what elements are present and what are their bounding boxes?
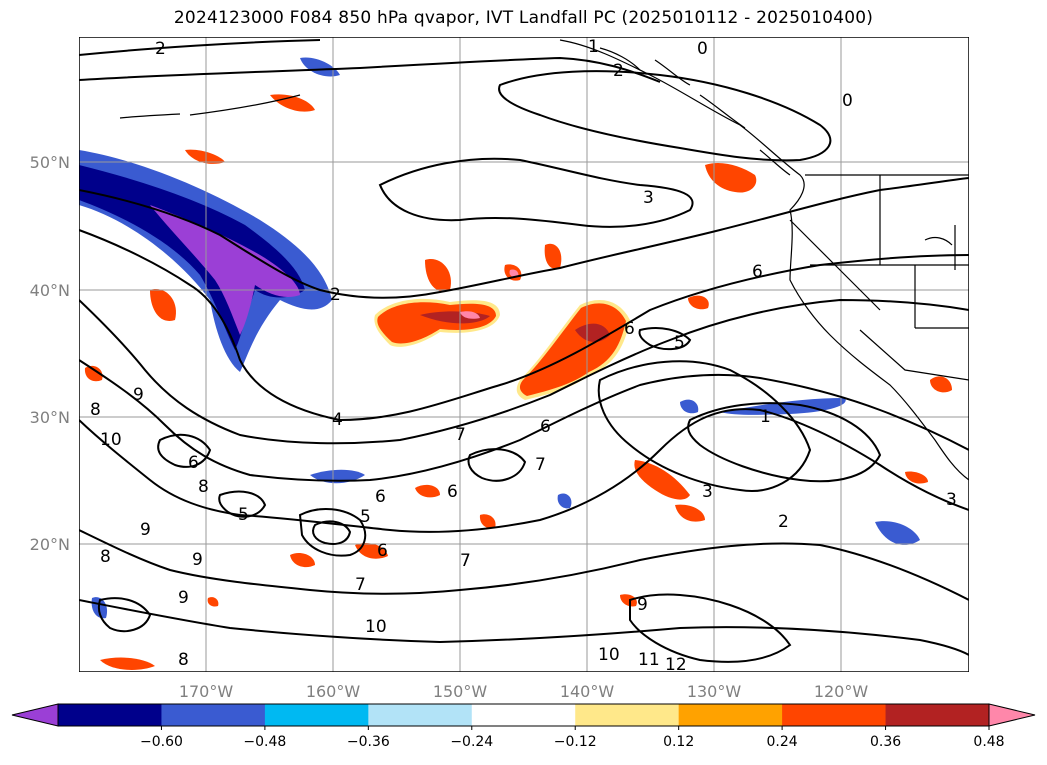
- colorbar-segment: [885, 704, 990, 726]
- map-title: 2024123000 F084 850 hPa qvapor, IVT Land…: [173, 8, 874, 28]
- longitude-labels: 170°W 160°W 150°W 140°W 130°W 120°W: [179, 682, 869, 701]
- contour-label: 9: [140, 520, 151, 540]
- contour-label: 1: [760, 407, 771, 427]
- colorbar-segment: [161, 704, 266, 726]
- colorbar-segment: [782, 704, 887, 726]
- colorbar-segment: [678, 704, 783, 726]
- contour-label: 6: [447, 482, 458, 502]
- contour-label: 9: [637, 595, 648, 615]
- graticule: [79, 37, 969, 672]
- contour-label: 6: [540, 417, 551, 437]
- contour-label: 9: [133, 385, 144, 405]
- contour-label: 9: [192, 550, 203, 570]
- lon-label-130w: 130°W: [687, 682, 742, 701]
- colorbar-segment: [58, 704, 162, 726]
- contour-label: 4: [332, 410, 343, 430]
- lat-label-40n: 40°N: [30, 281, 70, 300]
- contour-label: 11: [638, 650, 660, 670]
- colorbar-extend-high: [988, 703, 1036, 727]
- lat-label-50n: 50°N: [30, 153, 70, 172]
- lon-label-140w: 140°W: [560, 682, 615, 701]
- lon-label-150w: 150°W: [433, 682, 488, 701]
- contour-label: 0: [697, 39, 708, 59]
- contour-label: 2: [330, 285, 341, 305]
- contour-label: 6: [375, 487, 386, 507]
- contour-label: 7: [355, 575, 366, 595]
- colorbar-tick-label: −0.24: [450, 734, 493, 750]
- colorbar: −0.60 −0.48 −0.36 −0.24 −0.12 0.12 0.24 0.36 0.4…: [11, 703, 1036, 750]
- contour-label: 6: [377, 541, 388, 561]
- contour-label: 1: [588, 37, 599, 57]
- colorbar-tick-label: 0.36: [870, 734, 901, 750]
- contour-label: 12: [665, 655, 687, 675]
- colorbar-tick-label: −0.12: [554, 734, 597, 750]
- contour-label: 2: [778, 512, 789, 532]
- contour-label: 7: [460, 551, 471, 571]
- contour-label: 8: [90, 400, 101, 420]
- contour-label: 8: [178, 650, 189, 670]
- colorbar-tick-label: 0.12: [663, 734, 694, 750]
- contour-label: 6: [624, 319, 635, 339]
- contour-label: 10: [598, 645, 620, 665]
- lon-label-120w: 120°W: [814, 682, 869, 701]
- contour-label: 2: [613, 61, 624, 81]
- colorbar-tick-label: 0.24: [767, 734, 798, 750]
- latitude-labels: 50°N 40°N 30°N 20°N: [30, 153, 70, 554]
- contour-label: 7: [455, 425, 466, 445]
- contour-label: 6: [188, 453, 199, 473]
- map-panel: 2 1 0 2 0 3 6 2 6 5 9 8 10 4 7 6 6 7 9 5…: [79, 37, 969, 675]
- contour-label: 8: [100, 547, 111, 567]
- contour-label: 7: [535, 455, 546, 475]
- contour-label: 2: [155, 39, 166, 59]
- colorbar-tick-label: −0.48: [243, 734, 286, 750]
- contour-label: 9: [178, 588, 189, 608]
- contour-label: 5: [238, 505, 249, 525]
- contour-label: 5: [360, 507, 371, 527]
- colorbar-segment: [264, 704, 369, 726]
- contour-label: 6: [752, 262, 763, 282]
- colorbar-segment: [368, 704, 473, 726]
- lat-label-20n: 20°N: [30, 535, 70, 554]
- lon-label-170w: 170°W: [179, 682, 234, 701]
- contour-label: 8: [198, 477, 209, 497]
- contour-label-group: 2 1 0 2 0 3 6 2 6 5 9 8 10 4 7 6 6 7 9 5…: [90, 37, 957, 675]
- contour-label: 10: [100, 430, 122, 450]
- lon-label-160w: 160°W: [306, 682, 361, 701]
- colorbar-tick-label: −0.60: [140, 734, 183, 750]
- colorbar-extend-low: [11, 703, 59, 727]
- contour-label: 10: [365, 617, 387, 637]
- lat-label-30n: 30°N: [30, 408, 70, 427]
- colorbar-segment: [471, 704, 576, 726]
- contour-label: 3: [702, 482, 713, 502]
- contour-label: 0: [842, 91, 853, 111]
- contour-lines: [79, 39, 969, 663]
- colorbar-segment: [575, 704, 680, 726]
- contour-label: 3: [946, 490, 957, 510]
- contour-label: 3: [643, 188, 654, 208]
- contour-label: 5: [674, 333, 685, 353]
- positive-anomaly-shading: [84, 94, 952, 670]
- colorbar-tick-label: 0.48: [973, 734, 1004, 750]
- colorbar-tick-label: −0.36: [347, 734, 390, 750]
